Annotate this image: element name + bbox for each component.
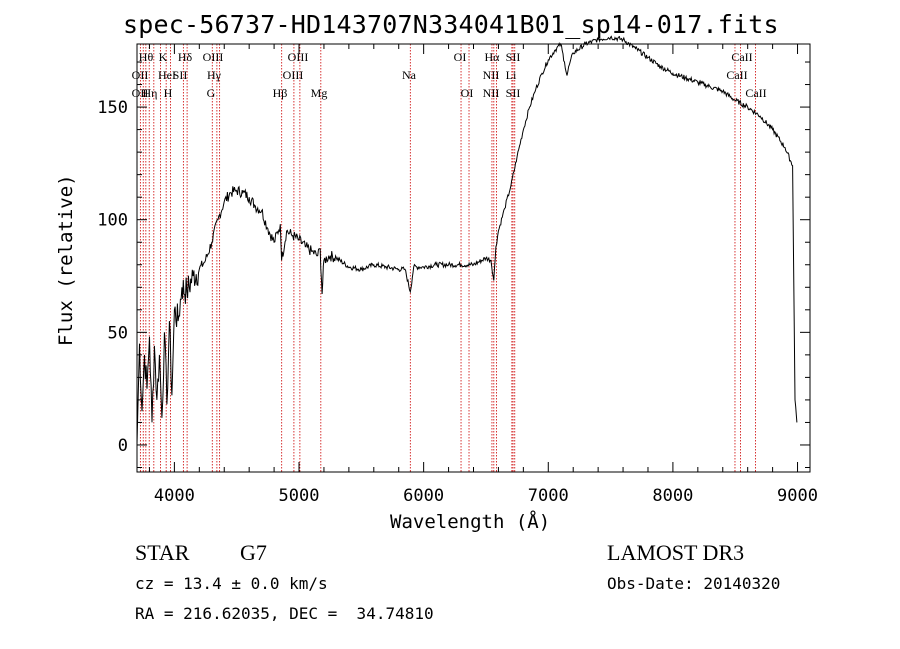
line-label: Na: [402, 68, 417, 82]
x-tick-label: 4000: [154, 486, 195, 506]
line-label: CaII: [731, 50, 752, 64]
line-label: SII: [506, 86, 521, 100]
y-tick-label: 50: [108, 323, 128, 343]
line-label: HeI: [158, 68, 176, 82]
line-label: OI: [461, 86, 474, 100]
emission-line-markers: [139, 44, 756, 472]
x-tick-label: 9000: [777, 486, 818, 506]
spectrum-line: [136, 35, 798, 446]
coordinates: RA = 216.62035, DEC = 34.74810: [135, 604, 434, 623]
survey-name: LAMOST DR3: [607, 540, 745, 565]
redshift-text: cz = 13.4 ± 0.0 km/s: [135, 574, 328, 593]
subclass: G7: [240, 540, 267, 565]
plot-frame: [136, 43, 811, 473]
line-label: SII: [173, 68, 188, 82]
line-label: CaII: [745, 86, 766, 100]
line-label: OIII: [288, 50, 309, 64]
x-axis-label: Wavelength (Å): [390, 511, 551, 533]
obs-date: Obs-Date: 20140320: [607, 574, 781, 593]
line-label: Mg: [311, 86, 328, 100]
x-tick-label: 8000: [652, 486, 693, 506]
line-label: K: [159, 50, 168, 64]
y-tick-label: 0: [118, 436, 128, 456]
x-axis-ticks: 4000 5000 6000 7000 8000 9000: [148, 44, 818, 506]
y-axis-label: Flux (relative): [55, 174, 77, 346]
y-tick-label: 150: [97, 98, 128, 118]
line-label: Hβ: [273, 86, 288, 100]
line-label: Hγ: [207, 68, 222, 82]
line-label: Li: [506, 68, 517, 82]
line-label: Hη: [143, 86, 158, 100]
x-tick-label: 5000: [279, 486, 320, 506]
line-label: CaII: [726, 68, 747, 82]
line-label: OIII: [203, 50, 224, 64]
line-label: Hθ: [139, 50, 154, 64]
object-type: STAR: [135, 540, 190, 565]
line-label: OII: [132, 68, 149, 82]
x-tick-label: 7000: [528, 486, 569, 506]
line-label: H: [164, 86, 173, 100]
line-label: Hα: [485, 50, 501, 64]
y-axis-ticks: 0 50 100 150: [97, 61, 810, 468]
line-label: G: [207, 86, 216, 100]
line-label: OII: [132, 86, 149, 100]
line-label: SII: [506, 50, 521, 64]
line-label: NII: [483, 86, 500, 100]
line-label: OIII: [283, 68, 304, 82]
x-tick-label: 6000: [403, 486, 444, 506]
line-label: OI: [454, 50, 467, 64]
chart-title: spec-56737-HD143707N334041B01_sp14-017.f…: [123, 10, 779, 39]
line-label: Hδ: [178, 50, 193, 64]
line-label: NII: [483, 68, 500, 82]
y-tick-label: 100: [97, 211, 128, 231]
